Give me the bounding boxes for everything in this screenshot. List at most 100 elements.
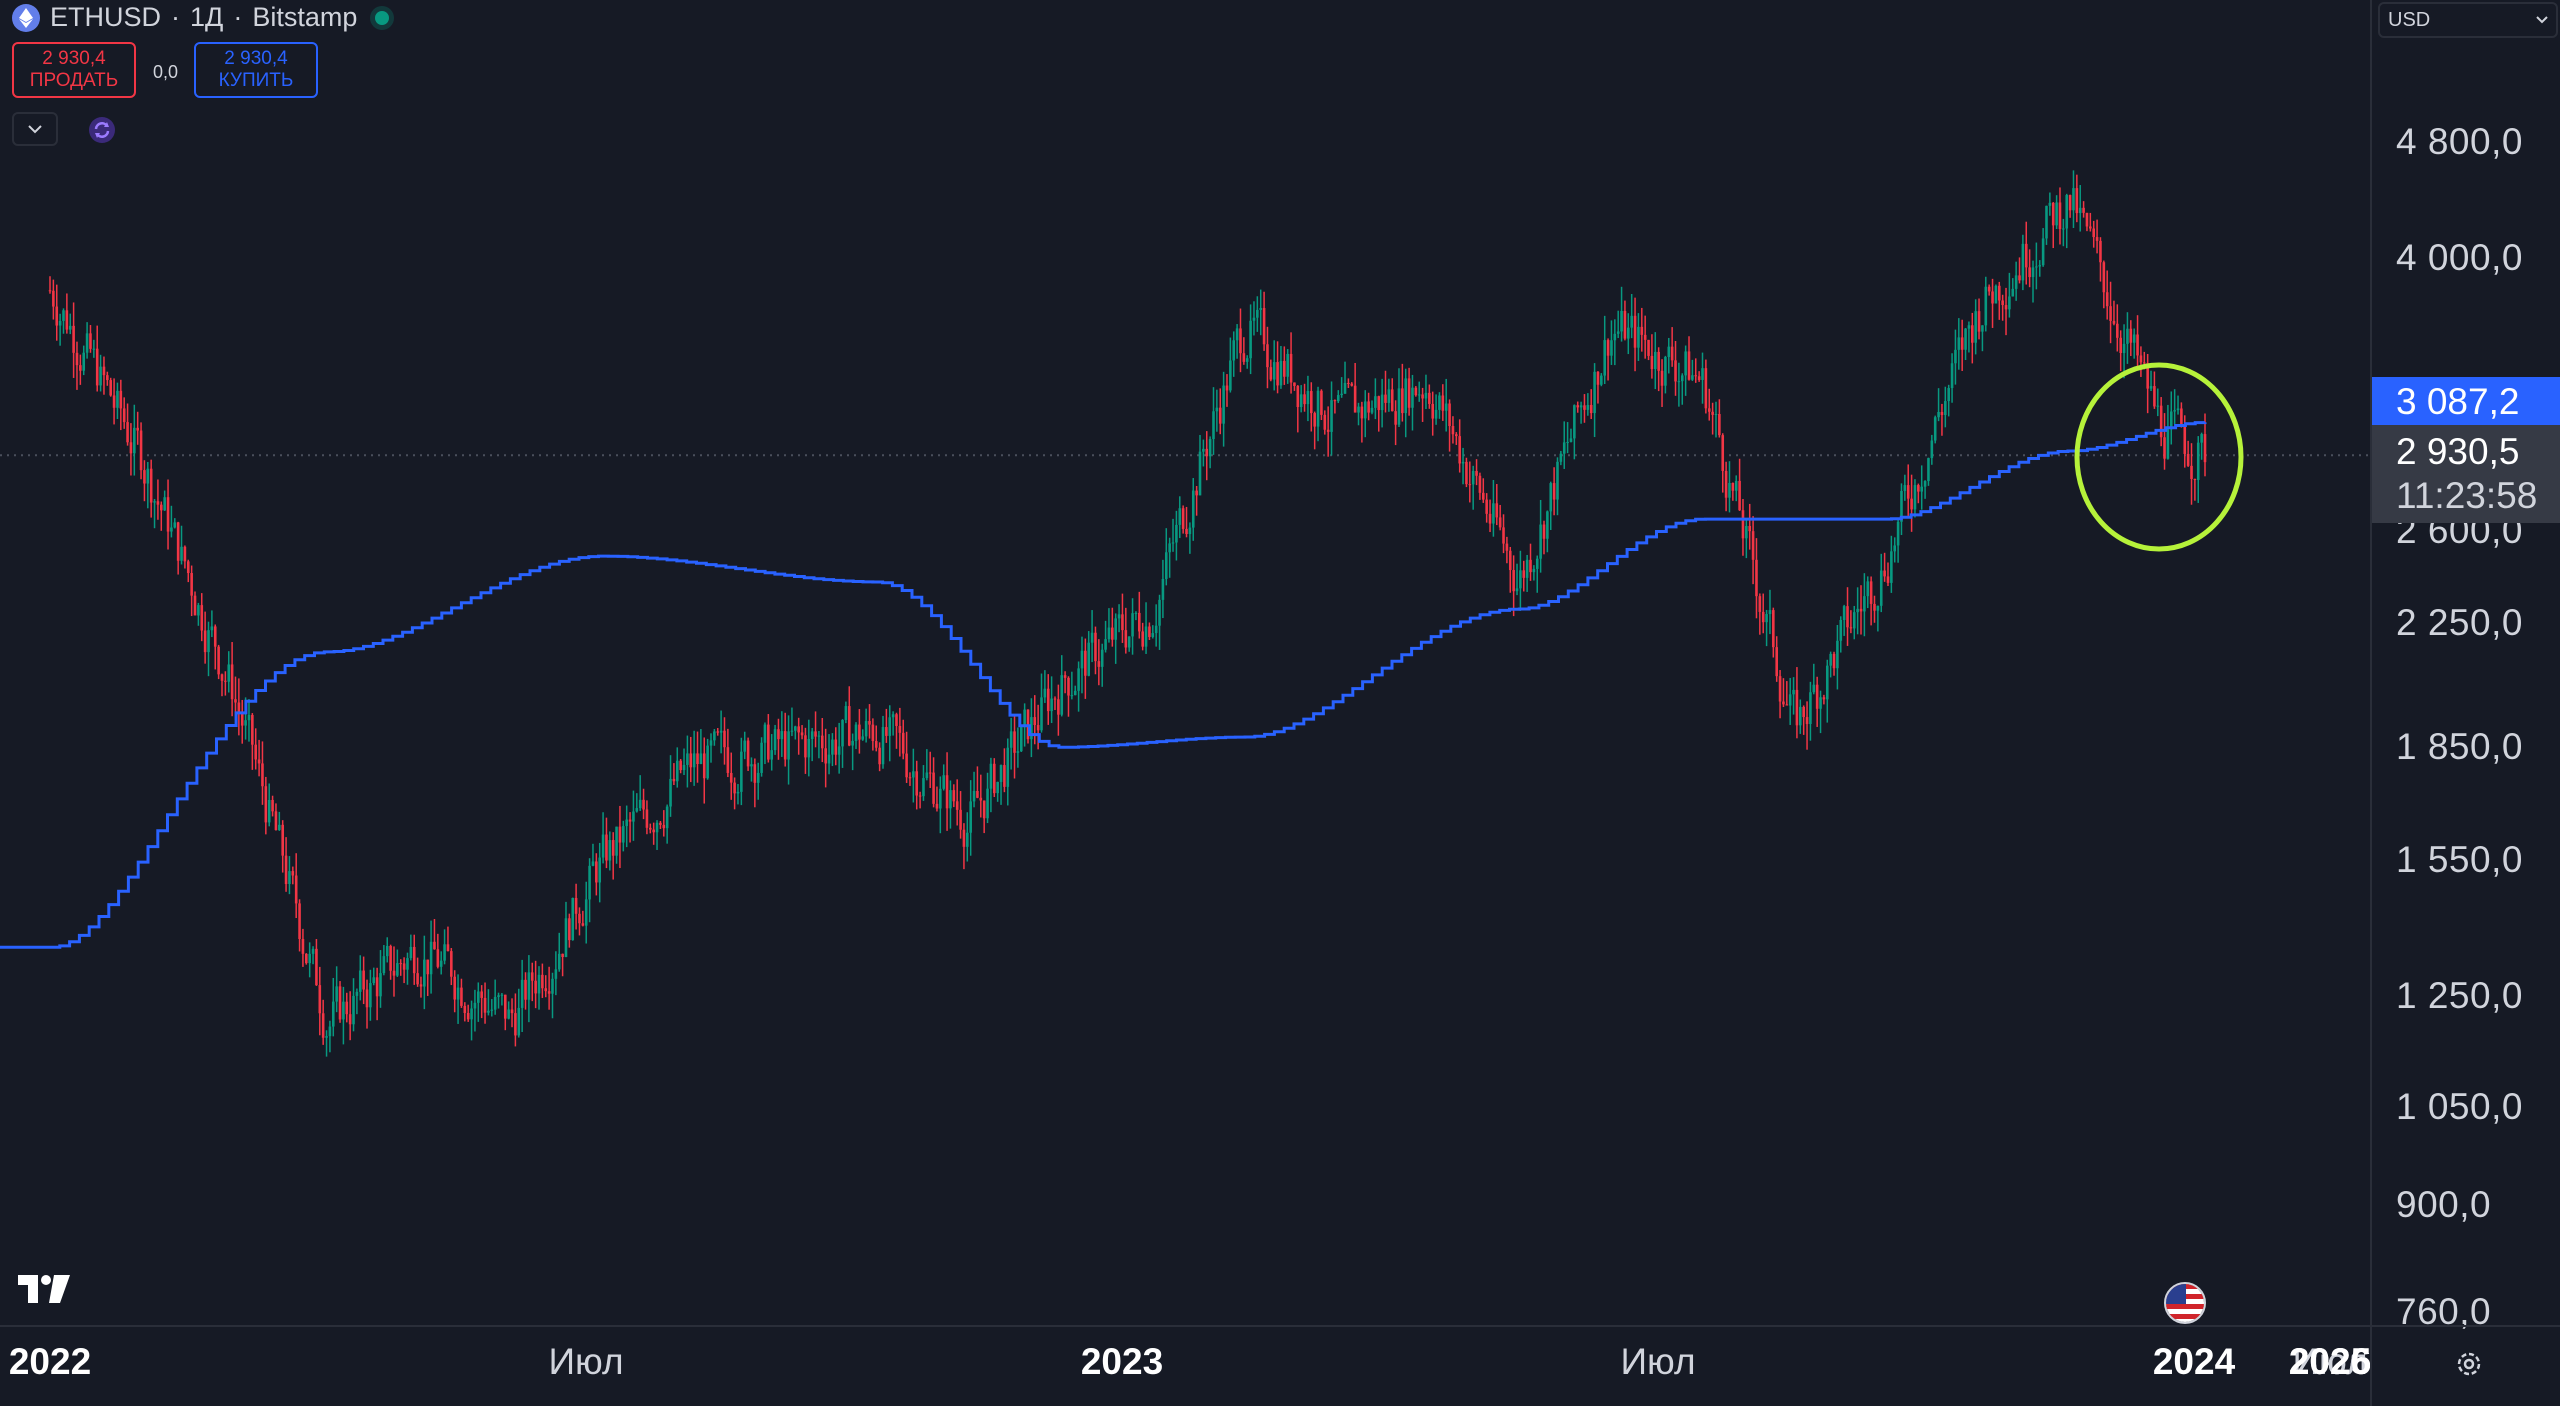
candle-body bbox=[1212, 411, 1215, 440]
candle-body bbox=[841, 719, 844, 747]
candle-body bbox=[898, 725, 902, 733]
candle-body bbox=[1363, 401, 1367, 419]
candle-body bbox=[2099, 240, 2102, 263]
candle-body bbox=[1944, 401, 1947, 416]
candle-body bbox=[1532, 568, 1536, 573]
candle-body bbox=[1805, 717, 1809, 725]
candle-body bbox=[2163, 437, 2166, 459]
settings-icon[interactable] bbox=[2454, 1349, 2484, 1379]
candle-body bbox=[1421, 394, 1424, 399]
candle-body bbox=[1340, 393, 1343, 396]
candle-body bbox=[2153, 386, 2156, 407]
us-flag-icon[interactable] bbox=[2164, 1282, 2206, 1324]
candle-body bbox=[1417, 394, 1421, 396]
candle-body bbox=[1711, 411, 1714, 415]
sell-label: ПРОДАТЬ bbox=[29, 70, 119, 91]
candle-body bbox=[1508, 550, 1512, 571]
candle-body bbox=[1691, 375, 1694, 380]
candle-body bbox=[203, 630, 207, 653]
candle-body bbox=[328, 1026, 332, 1037]
candle-body bbox=[1761, 611, 1765, 623]
candle-body bbox=[824, 748, 827, 764]
candle-body bbox=[473, 1002, 477, 1009]
candle-body bbox=[68, 325, 72, 330]
candle-body bbox=[588, 865, 591, 900]
candle-body bbox=[827, 754, 831, 764]
candle-body bbox=[966, 832, 969, 847]
symbol-legend[interactable]: ETHUSD · 1Д · Bitstamp bbox=[12, 2, 390, 33]
candle-body bbox=[1360, 406, 1364, 419]
time-axis[interactable]: 2022 Июл 2023 Июл 2024 Июл 2025 Июл 2026 bbox=[0, 1325, 2371, 1406]
interval-label: 1Д bbox=[190, 2, 224, 32]
sell-button[interactable]: 2 930,4 ПРОДАТЬ bbox=[12, 42, 136, 98]
candle-body bbox=[1266, 344, 1269, 368]
candle-body bbox=[146, 468, 150, 484]
candle-body bbox=[652, 829, 655, 833]
candle-body bbox=[952, 790, 956, 802]
candle-body bbox=[1404, 378, 1408, 414]
candle-body bbox=[365, 989, 369, 1008]
candle-body bbox=[1279, 360, 1283, 386]
price-chart[interactable] bbox=[0, 0, 2370, 1325]
candle-body bbox=[928, 772, 932, 774]
currency-label: USD bbox=[2388, 8, 2431, 31]
candle-body bbox=[1387, 389, 1391, 403]
candle-body bbox=[729, 772, 733, 783]
price-axis[interactable]: USD 4 800,04 000,03 070,02 600,02 250,01… bbox=[2370, 0, 2560, 1332]
candle-body bbox=[345, 1001, 349, 1015]
candle-body bbox=[2156, 405, 2160, 407]
candle-body bbox=[382, 956, 386, 974]
candle-body bbox=[1053, 698, 1057, 700]
candle-body bbox=[2169, 411, 2173, 430]
candle-body bbox=[1397, 388, 1401, 425]
candle-body bbox=[1171, 542, 1175, 544]
candle-body bbox=[1080, 650, 1084, 669]
candle-body bbox=[1525, 559, 1529, 578]
candle-body bbox=[750, 764, 753, 767]
candle-body bbox=[156, 501, 160, 505]
candle-body bbox=[1583, 405, 1586, 410]
candle-body bbox=[1492, 503, 1495, 524]
candle-body bbox=[692, 753, 696, 768]
candle-body bbox=[581, 923, 585, 926]
candle-body bbox=[1036, 725, 1040, 731]
bar-countdown: 11:23:58 bbox=[2396, 475, 2538, 516]
candle-body bbox=[2166, 429, 2170, 459]
candle-body bbox=[1967, 325, 1971, 329]
candle-body bbox=[733, 782, 736, 794]
candle-body bbox=[622, 826, 625, 843]
candle-body bbox=[1225, 385, 1229, 391]
candle-body bbox=[770, 750, 774, 760]
candle-body bbox=[453, 976, 456, 1000]
candle-body bbox=[810, 731, 814, 739]
candle-body bbox=[638, 799, 642, 809]
candle-body bbox=[2082, 207, 2085, 213]
candle-body bbox=[1556, 461, 1559, 500]
candle-body bbox=[1836, 640, 1839, 669]
candle-body bbox=[905, 753, 908, 778]
candle-body bbox=[82, 352, 86, 371]
candle-body bbox=[635, 808, 639, 812]
buy-button[interactable]: 2 930,4 КУПИТЬ bbox=[194, 42, 318, 98]
sync-icon[interactable] bbox=[88, 116, 116, 144]
candle-body bbox=[1866, 581, 1870, 597]
candle-body bbox=[1350, 383, 1354, 386]
candle-body bbox=[1438, 395, 1441, 410]
candle-body bbox=[655, 822, 659, 833]
candle-body bbox=[109, 380, 113, 396]
candle-body bbox=[1229, 360, 1232, 391]
candle-body bbox=[1077, 668, 1080, 691]
collapse-legend-button[interactable] bbox=[12, 112, 58, 146]
candle-body bbox=[1033, 717, 1037, 726]
candle-body bbox=[1357, 406, 1360, 413]
candle-body bbox=[1481, 492, 1485, 500]
candle-body bbox=[1111, 627, 1114, 640]
candle-body bbox=[1778, 676, 1782, 702]
candle-body bbox=[601, 834, 605, 858]
tradingview-logo[interactable] bbox=[18, 1275, 70, 1303]
candle-body bbox=[1809, 692, 1812, 725]
chart-pane[interactable]: ETHUSD · 1Д · Bitstamp 2 930,4 ПРОДАТЬ 0… bbox=[0, 0, 2370, 1325]
candle-body bbox=[797, 726, 800, 733]
currency-select[interactable]: USD bbox=[2378, 2, 2558, 38]
candle-body bbox=[460, 987, 463, 1006]
